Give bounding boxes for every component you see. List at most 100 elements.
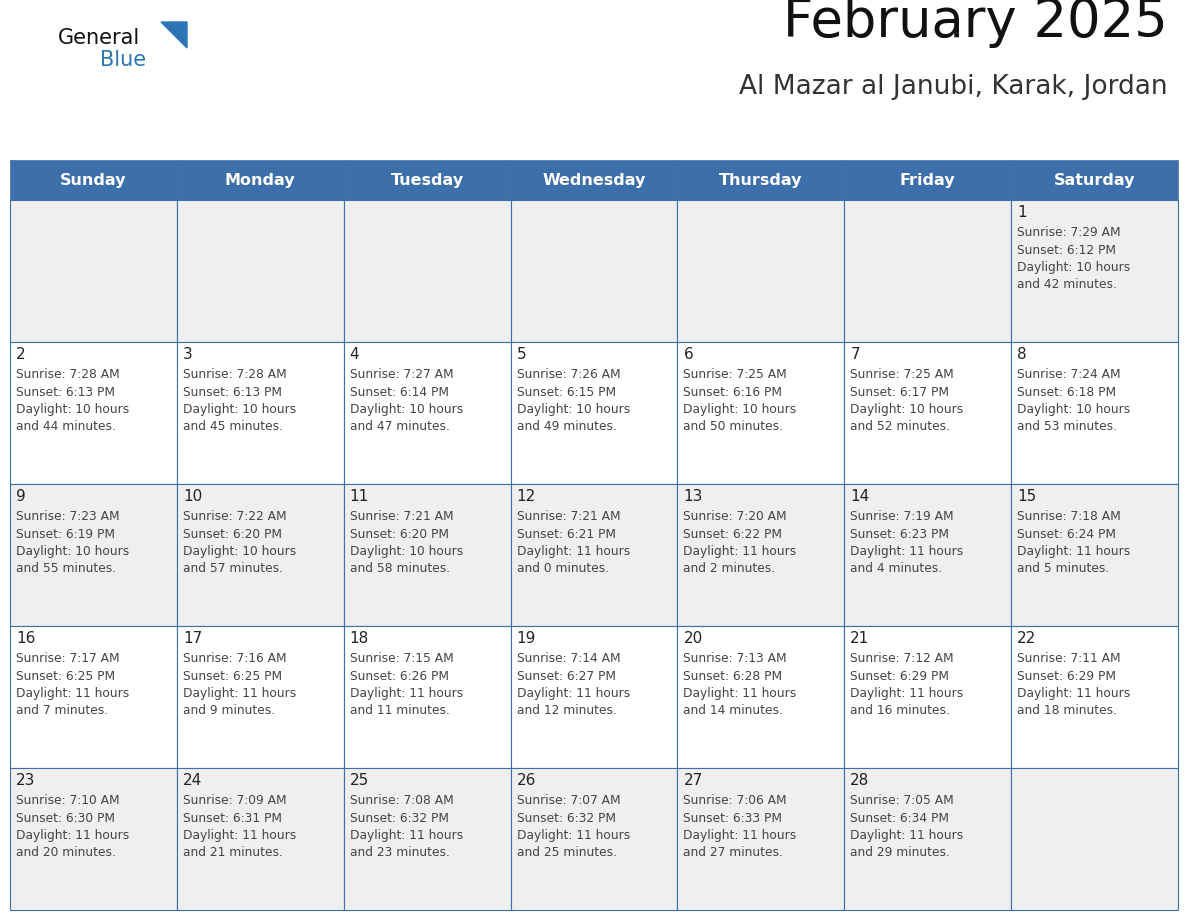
Text: Sunset: 6:18 PM: Sunset: 6:18 PM [1017, 386, 1117, 398]
Text: 4: 4 [349, 347, 359, 362]
Text: Monday: Monday [225, 173, 296, 187]
Text: Sunrise: 7:08 AM: Sunrise: 7:08 AM [349, 794, 454, 807]
Text: Daylight: 11 hours: Daylight: 11 hours [517, 545, 630, 558]
Text: Sunrise: 7:27 AM: Sunrise: 7:27 AM [349, 368, 454, 381]
Text: Sunrise: 7:23 AM: Sunrise: 7:23 AM [15, 510, 120, 523]
Text: Sunrise: 7:19 AM: Sunrise: 7:19 AM [851, 510, 954, 523]
Text: and 55 minutes.: and 55 minutes. [15, 563, 116, 576]
Bar [177, 768, 343, 910]
Text: Sunset: 6:25 PM: Sunset: 6:25 PM [15, 669, 115, 682]
Text: Daylight: 11 hours: Daylight: 11 hours [683, 687, 797, 700]
Text: Sunset: 6:22 PM: Sunset: 6:22 PM [683, 528, 783, 541]
Text: Sunset: 6:12 PM: Sunset: 6:12 PM [1017, 243, 1117, 256]
Text: Daylight: 11 hours: Daylight: 11 hours [683, 829, 797, 842]
Text: Sunrise: 7:21 AM: Sunrise: 7:21 AM [349, 510, 454, 523]
Bar [845, 768, 1011, 910]
Bar [1011, 768, 1178, 910]
Text: General: General [58, 28, 140, 48]
Text: Sunrise: 7:21 AM: Sunrise: 7:21 AM [517, 510, 620, 523]
Text: Daylight: 10 hours: Daylight: 10 hours [183, 403, 296, 416]
Text: Al Mazar al Janubi, Karak, Jordan: Al Mazar al Janubi, Karak, Jordan [739, 74, 1168, 100]
Text: Sunset: 6:32 PM: Sunset: 6:32 PM [517, 812, 615, 824]
Bar [677, 484, 845, 626]
Text: and 25 minutes.: and 25 minutes. [517, 846, 617, 859]
Text: Sunset: 6:14 PM: Sunset: 6:14 PM [349, 386, 449, 398]
Text: Sunset: 6:28 PM: Sunset: 6:28 PM [683, 669, 783, 682]
Text: and 9 minutes.: and 9 minutes. [183, 704, 274, 718]
Text: Daylight: 10 hours: Daylight: 10 hours [183, 545, 296, 558]
Text: Daylight: 11 hours: Daylight: 11 hours [851, 687, 963, 700]
Text: and 14 minutes.: and 14 minutes. [683, 704, 783, 718]
Text: 27: 27 [683, 773, 702, 788]
Text: Sunrise: 7:22 AM: Sunrise: 7:22 AM [183, 510, 286, 523]
Text: Sunset: 6:32 PM: Sunset: 6:32 PM [349, 812, 449, 824]
Text: 3: 3 [183, 347, 192, 362]
Bar [10, 200, 177, 342]
Bar [511, 160, 677, 200]
Text: Sunset: 6:26 PM: Sunset: 6:26 PM [349, 669, 449, 682]
Text: Friday: Friday [899, 173, 955, 187]
Text: Sunset: 6:16 PM: Sunset: 6:16 PM [683, 386, 783, 398]
Bar [10, 160, 177, 200]
Text: 14: 14 [851, 489, 870, 504]
Text: and 42 minutes.: and 42 minutes. [1017, 278, 1117, 292]
Text: and 0 minutes.: and 0 minutes. [517, 563, 608, 576]
Bar [1011, 160, 1178, 200]
Bar [677, 342, 845, 484]
Text: Sunset: 6:17 PM: Sunset: 6:17 PM [851, 386, 949, 398]
Text: Sunset: 6:34 PM: Sunset: 6:34 PM [851, 812, 949, 824]
Bar [343, 626, 511, 768]
Text: Sunrise: 7:15 AM: Sunrise: 7:15 AM [349, 652, 454, 665]
Text: 28: 28 [851, 773, 870, 788]
Text: Thursday: Thursday [719, 173, 803, 187]
Text: and 57 minutes.: and 57 minutes. [183, 563, 283, 576]
Text: Blue: Blue [100, 50, 146, 70]
Bar [845, 342, 1011, 484]
Text: Sunset: 6:33 PM: Sunset: 6:33 PM [683, 812, 783, 824]
Text: Sunrise: 7:29 AM: Sunrise: 7:29 AM [1017, 226, 1120, 239]
Text: Sunrise: 7:13 AM: Sunrise: 7:13 AM [683, 652, 788, 665]
Bar [343, 484, 511, 626]
Text: 24: 24 [183, 773, 202, 788]
Text: 16: 16 [15, 631, 36, 646]
Text: and 44 minutes.: and 44 minutes. [15, 420, 116, 433]
Text: Sunset: 6:24 PM: Sunset: 6:24 PM [1017, 528, 1117, 541]
Bar [1011, 484, 1178, 626]
Text: Daylight: 10 hours: Daylight: 10 hours [15, 403, 129, 416]
Text: 13: 13 [683, 489, 703, 504]
Bar [511, 768, 677, 910]
Text: Daylight: 11 hours: Daylight: 11 hours [349, 687, 463, 700]
Text: 20: 20 [683, 631, 702, 646]
Text: Tuesday: Tuesday [391, 173, 463, 187]
Bar [511, 626, 677, 768]
Text: Saturday: Saturday [1054, 173, 1136, 187]
Text: and 27 minutes.: and 27 minutes. [683, 846, 783, 859]
Text: Daylight: 11 hours: Daylight: 11 hours [1017, 545, 1131, 558]
Text: Sunset: 6:15 PM: Sunset: 6:15 PM [517, 386, 615, 398]
Text: Daylight: 10 hours: Daylight: 10 hours [517, 403, 630, 416]
Text: 23: 23 [15, 773, 36, 788]
Text: and 47 minutes.: and 47 minutes. [349, 420, 449, 433]
Text: Daylight: 10 hours: Daylight: 10 hours [349, 403, 463, 416]
Text: Daylight: 10 hours: Daylight: 10 hours [1017, 403, 1131, 416]
Text: Daylight: 11 hours: Daylight: 11 hours [517, 687, 630, 700]
Bar [677, 200, 845, 342]
Bar [10, 768, 177, 910]
Bar [845, 626, 1011, 768]
Bar [343, 342, 511, 484]
Text: 2: 2 [15, 347, 26, 362]
Text: and 52 minutes.: and 52 minutes. [851, 420, 950, 433]
Text: and 18 minutes.: and 18 minutes. [1017, 704, 1117, 718]
Text: Sunset: 6:23 PM: Sunset: 6:23 PM [851, 528, 949, 541]
Text: Daylight: 11 hours: Daylight: 11 hours [1017, 687, 1131, 700]
Bar [10, 626, 177, 768]
Text: and 29 minutes.: and 29 minutes. [851, 846, 950, 859]
Text: Sunset: 6:21 PM: Sunset: 6:21 PM [517, 528, 615, 541]
Text: 22: 22 [1017, 631, 1036, 646]
Bar [845, 484, 1011, 626]
Text: 8: 8 [1017, 347, 1026, 362]
Text: Sunrise: 7:17 AM: Sunrise: 7:17 AM [15, 652, 120, 665]
Text: and 11 minutes.: and 11 minutes. [349, 704, 449, 718]
Bar [1011, 200, 1178, 342]
Text: Daylight: 11 hours: Daylight: 11 hours [517, 829, 630, 842]
